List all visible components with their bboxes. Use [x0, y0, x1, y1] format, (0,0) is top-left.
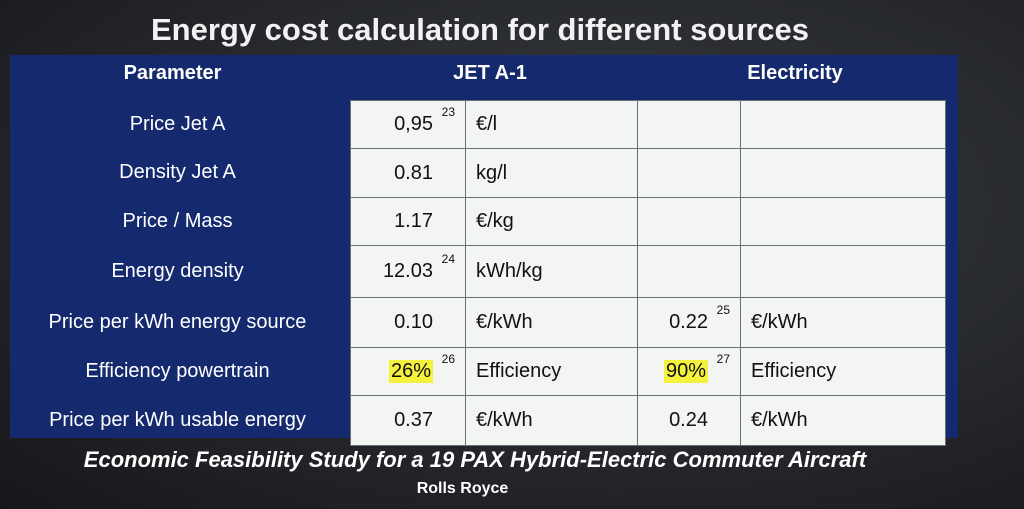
column-header: Electricity [747, 62, 843, 84]
unit-cell: €/kg [465, 197, 638, 246]
footnote-ref: 25 [716, 303, 730, 317]
value-text: 0.81 [394, 161, 433, 184]
unit-cell: kWh/kg [465, 245, 638, 298]
row-label: Efficiency powertrain [85, 359, 270, 382]
value: 12.03 24 [382, 252, 455, 283]
value: 0,95 23 [394, 105, 455, 136]
value-text: 1.17 [394, 210, 433, 232]
value-text: 0.24 [669, 409, 708, 431]
unit-cell: Efficiency [740, 347, 946, 396]
column-header: JET A-1 [453, 62, 527, 84]
value-cell: 0.81 [350, 148, 466, 198]
unit-cell: Efficiency [465, 347, 638, 396]
value-cell: 0.10 [350, 297, 466, 348]
unit-cell: €/l [465, 100, 638, 149]
row-label: Price per kWh energy source [48, 310, 307, 333]
footnote-ref: 27 [716, 352, 730, 366]
unit-cell [740, 148, 946, 198]
row-label: Density Jet A [119, 161, 236, 183]
value: 0.10 [394, 311, 433, 334]
unit-cell [740, 100, 946, 149]
footnote-ref: 24 [441, 252, 455, 266]
row-label: Energy density [111, 259, 244, 282]
value-cell: 26% 26 [350, 347, 466, 396]
value-cell [637, 245, 741, 298]
row-label: Price / Mass [122, 209, 233, 232]
value: 0.22 25 [669, 303, 730, 334]
value-cell: 1.17 [350, 197, 466, 246]
value-text: 0,95 [394, 113, 433, 135]
unit-cell: kg/l [465, 148, 638, 198]
row-label: Price Jet A [129, 112, 226, 135]
column-header: Parameter [123, 62, 222, 84]
value: 0.24 [669, 409, 708, 432]
value-cell: 0.22 25 [637, 297, 741, 348]
footnote-ref: 26 [441, 352, 455, 366]
unit-cell: €/kWh [465, 395, 638, 446]
value-cell: 0.37 [350, 395, 466, 446]
unit-cell: €/kWh [740, 395, 946, 446]
footnote-ref: 23 [441, 105, 455, 119]
value: 1.17 [394, 210, 433, 233]
value-cell: 12.03 24 [350, 245, 466, 298]
unit-cell [740, 197, 946, 246]
value: 0.37 [394, 409, 433, 432]
unit-cell: €/kWh [465, 297, 638, 348]
value-text: 0.10 [394, 311, 433, 333]
value-cell: 90% 27 [637, 347, 741, 396]
row-label: Price per kWh usable energy [49, 408, 306, 431]
value-text: 0.37 [394, 409, 433, 431]
value-cell: 0,95 23 [350, 100, 466, 149]
value-text: 26% [390, 360, 431, 382]
source: Rolls Royce [416, 480, 509, 497]
value-text: 0.22 [669, 311, 708, 333]
caption: Economic Feasibility Study for a 19 PAX … [83, 447, 867, 472]
unit-cell [740, 245, 946, 298]
slide-title: Energy cost calculation for different so… [150, 12, 810, 47]
value: 26% 26 [388, 352, 455, 383]
value-cell [637, 100, 741, 149]
value: 0.81 [394, 162, 433, 185]
value-cell: 0.24 [637, 395, 741, 446]
value-cell [637, 148, 741, 198]
value: 90% 27 [663, 352, 730, 383]
value-text: 12.03 [382, 260, 433, 282]
value-text: 90% [665, 360, 706, 382]
value-cell [637, 197, 741, 246]
unit-cell: €/kWh [740, 297, 946, 348]
